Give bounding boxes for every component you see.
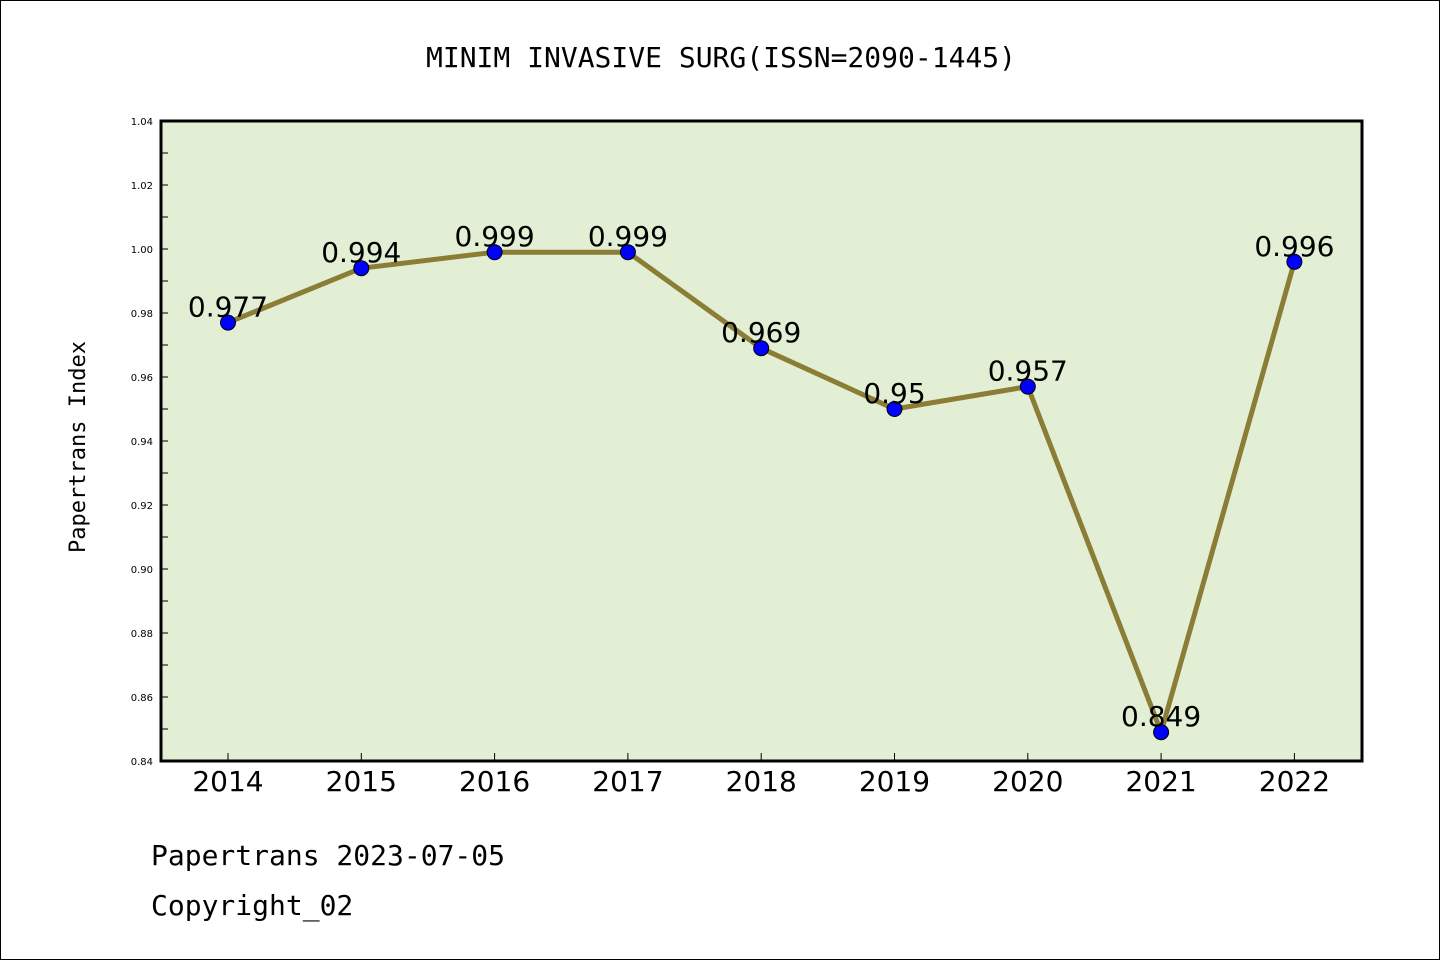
data-label: 0.996	[1254, 230, 1334, 263]
y-tick-label: 0.96	[131, 373, 153, 384]
y-tick-label: 0.88	[131, 629, 153, 640]
y-tick-label: 0.90	[131, 565, 153, 576]
data-label: 0.969	[721, 316, 801, 349]
data-label: 0.999	[588, 220, 668, 253]
y-tick-label: 0.86	[131, 693, 153, 704]
data-label: 0.994	[321, 236, 401, 269]
y-axis-label: Papertrans Index	[66, 341, 91, 553]
data-labels: 0.977 0.994 0.999 0.999 0.969 0.95 0.957 0.849 0…	[188, 220, 1335, 733]
data-point	[1019, 378, 1036, 395]
x-tick-label: 2020	[992, 765, 1063, 798]
data-point	[886, 401, 903, 417]
y-tick-label: 1.00	[131, 245, 153, 256]
footer-date: Papertrans 2023-07-05	[151, 839, 505, 872]
x-tick-label: 2017	[592, 765, 663, 798]
data-markers	[220, 244, 1303, 741]
chart-title: MINIM INVASIVE SURG(ISSN=2090-1445)	[426, 41, 1016, 74]
data-point	[220, 314, 236, 331]
y-tick-label: 0.94	[131, 437, 153, 448]
data-point	[1153, 724, 1170, 741]
x-tick-label: 2019	[859, 765, 930, 798]
data-point	[353, 260, 370, 277]
y-tick-label: 1.02	[131, 181, 153, 192]
x-tick-label: 2018	[726, 765, 797, 798]
data-label: 0.95	[863, 377, 925, 410]
x-axis-ticks: 2014 2015 2016 2017 2018 2019 2020 2021 2022	[192, 753, 1330, 798]
data-label: 0.849	[1121, 700, 1201, 733]
data-label: 0.957	[988, 355, 1068, 388]
plot-area	[159, 119, 1364, 763]
data-point	[619, 244, 636, 261]
y-tick-label: 0.98	[131, 309, 153, 320]
footer-copyright: Copyright_02	[151, 889, 353, 923]
x-tick-label: 2016	[459, 765, 530, 798]
x-tick-label: 2015	[326, 765, 397, 798]
data-point	[753, 340, 770, 357]
data-point	[486, 244, 503, 261]
y-axis-ticks: 0.84 0.86 0.88 0.90 0.92 0.94 0.96 0.98 1.00 1.02…	[131, 117, 168, 768]
data-label: 0.999	[455, 220, 535, 253]
x-tick-label: 2014	[192, 765, 263, 798]
data-label: 0.977	[188, 291, 268, 324]
x-tick-label: 2022	[1259, 765, 1330, 798]
y-tick-label: 1.04	[131, 117, 153, 128]
y-tick-label: 0.92	[131, 501, 153, 512]
data-point	[1286, 253, 1303, 270]
x-tick-label: 2021	[1125, 765, 1196, 798]
y-tick-label: 0.84	[131, 757, 153, 768]
